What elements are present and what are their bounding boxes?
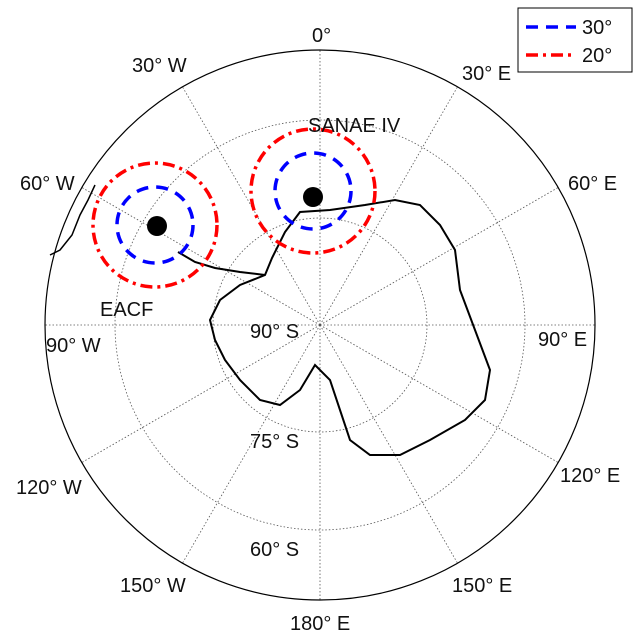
station-20-circle <box>91 161 219 289</box>
lat-circle <box>114 119 526 531</box>
lon-label: 120° E <box>560 465 620 487</box>
south-america-coast <box>49 184 96 256</box>
meridian <box>182 324 321 564</box>
meridian <box>81 324 321 463</box>
lon-label: 30° W <box>132 55 187 77</box>
graticule <box>45 50 595 600</box>
lat-circle <box>212 217 428 433</box>
station-30-circle <box>115 185 195 265</box>
station-label: SANAE IV <box>308 115 401 137</box>
meridian <box>319 86 458 326</box>
legend-label: 20° <box>582 45 612 67</box>
lon-label: 30° E <box>462 63 511 85</box>
station-marker <box>147 216 167 236</box>
station-marker <box>303 187 323 207</box>
lon-label: 150° W <box>120 575 186 597</box>
coastline <box>177 198 492 456</box>
meridian <box>81 187 321 326</box>
meridian <box>319 324 458 564</box>
lon-label: 180° E <box>290 613 350 635</box>
station-label: EACF <box>100 299 153 321</box>
lon-label: 90° E <box>538 329 587 351</box>
lat-label: 90° S <box>250 321 299 343</box>
lon-label: 0° <box>312 25 331 47</box>
station-20-circle <box>249 127 377 255</box>
legend: 30° 20° <box>517 7 633 73</box>
map-frame <box>44 49 596 601</box>
lat-label: 60° S <box>250 539 299 561</box>
lat-label: 75° S <box>250 431 299 453</box>
lon-label: 60° E <box>568 173 617 195</box>
station-30-circle <box>273 151 353 231</box>
lon-label: 120° W <box>16 477 82 499</box>
lon-label: 60° W <box>20 173 75 195</box>
meridian <box>319 187 559 326</box>
legend-label: 30° <box>582 17 612 39</box>
legend-box <box>517 7 633 73</box>
lon-label: 150° E <box>452 575 512 597</box>
lon-label: 90° W <box>46 335 101 357</box>
meridian <box>319 324 559 463</box>
